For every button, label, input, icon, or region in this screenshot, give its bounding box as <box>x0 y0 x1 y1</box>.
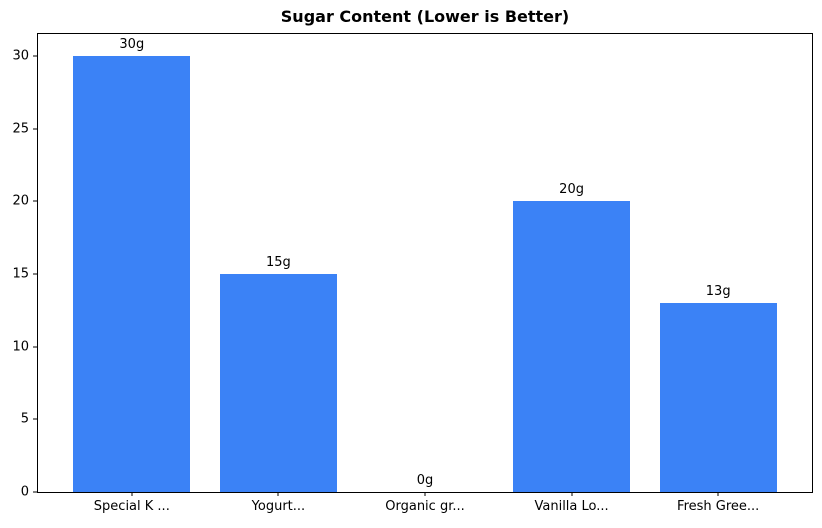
x-tick-mark <box>424 492 426 496</box>
y-tick-label: 25 <box>12 121 29 137</box>
bar <box>659 302 777 492</box>
x-tick-mark <box>717 492 719 496</box>
y-tick-label: 0 <box>20 484 29 500</box>
y-tick-mark <box>33 346 37 348</box>
x-tick-mark <box>277 492 279 496</box>
bar-value-label: 30g <box>119 36 145 52</box>
x-tick-label: Fresh Gree... <box>677 499 760 514</box>
y-tick-mark <box>33 55 37 57</box>
x-tick-mark <box>571 492 573 496</box>
x-tick-label: Organic gr... <box>385 499 465 514</box>
plot-area: 0 5 10 15 20 25 30 30g Special K ... 15g Yogurt...… <box>12 33 813 513</box>
bar <box>219 273 338 492</box>
y-tick-mark <box>33 273 37 275</box>
x-tick-label: Yogurt... <box>251 499 306 514</box>
bar-value-label: 20g <box>559 182 584 198</box>
y-tick-label: 20 <box>12 193 29 209</box>
bar <box>512 201 631 492</box>
y-tick-label: 30 <box>12 48 29 64</box>
bar <box>73 55 191 492</box>
chart-title: Sugar Content (Lower is Better) <box>280 7 570 26</box>
bar-value-label: 13g <box>705 283 731 299</box>
x-tick-label: Vanilla Lo... <box>534 499 609 514</box>
y-tick-label: 5 <box>20 411 29 427</box>
bar-value-label: 15g <box>266 254 291 270</box>
y-tick-label: 15 <box>12 266 29 282</box>
x-tick-label: Special K ... <box>93 499 170 514</box>
y-tick-mark <box>33 200 37 202</box>
y-tick-mark <box>33 128 37 130</box>
y-tick-mark <box>33 418 37 420</box>
bar-value-label: 0g <box>416 473 434 488</box>
y-tick-mark <box>33 491 37 493</box>
y-tick-label: 10 <box>12 339 29 355</box>
x-tick-mark <box>131 492 133 496</box>
